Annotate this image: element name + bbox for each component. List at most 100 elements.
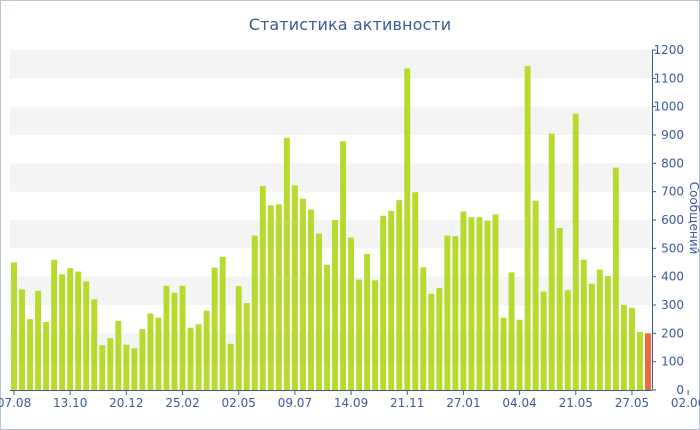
bar xyxy=(195,324,202,390)
bar xyxy=(283,137,290,390)
bar xyxy=(91,299,98,390)
bar xyxy=(307,209,314,390)
bar xyxy=(35,290,42,390)
grid-band xyxy=(10,163,652,192)
bar xyxy=(99,345,106,390)
bar xyxy=(235,286,242,390)
x-tick-label: 14.09 xyxy=(334,396,368,410)
bar xyxy=(340,141,347,390)
grid-band xyxy=(10,276,652,305)
bar xyxy=(468,217,475,390)
x-tick-label: 09.07 xyxy=(278,396,312,410)
y-tick-label: 100 xyxy=(661,355,684,369)
grid-band xyxy=(10,220,652,249)
y-axis-title: Сообщений xyxy=(687,182,700,255)
bar xyxy=(147,313,154,390)
bar xyxy=(540,291,547,390)
bar xyxy=(251,235,258,390)
bar xyxy=(19,289,26,390)
bar xyxy=(27,319,34,390)
y-tick-label: 1200 xyxy=(653,43,684,57)
bar xyxy=(155,317,162,390)
bar xyxy=(187,327,194,390)
bar xyxy=(315,233,322,390)
bar xyxy=(123,344,130,390)
x-tick-label: 02.05 xyxy=(222,396,256,410)
bar xyxy=(636,331,643,390)
bar xyxy=(356,279,363,390)
bar xyxy=(620,305,627,390)
y-tick-label: 800 xyxy=(661,156,684,170)
x-tick-label: 21.05 xyxy=(559,396,593,410)
bar xyxy=(299,198,306,390)
x-tick-label: 02.06 xyxy=(671,396,700,410)
x-tick-label: 13.10 xyxy=(53,396,87,410)
bar xyxy=(564,290,571,390)
grid-bands xyxy=(10,50,652,362)
y-tick-label: 400 xyxy=(661,270,684,284)
grid-band xyxy=(10,333,652,362)
grid-band xyxy=(10,106,652,135)
chart-title: Статистика активности xyxy=(248,15,452,34)
bar xyxy=(267,205,274,390)
bar xyxy=(372,280,379,390)
y-tick-label: 1100 xyxy=(653,71,684,85)
x-tick-label: 27.05 xyxy=(615,396,649,410)
x-tick-label: 07.08 xyxy=(0,396,31,410)
bar xyxy=(59,274,66,390)
bar xyxy=(516,319,523,390)
bar xyxy=(163,285,170,390)
bar xyxy=(645,333,651,390)
bar xyxy=(396,200,403,390)
y-tick-label: 1000 xyxy=(653,100,684,114)
grid-band xyxy=(10,50,652,79)
bars xyxy=(11,66,651,391)
bar xyxy=(524,66,531,391)
y-axis: 0 100 200 300 400 500 600 700 800 900 1000 1100 1200 xyxy=(652,43,684,397)
bar xyxy=(628,307,635,390)
bar xyxy=(332,220,338,390)
bar xyxy=(492,214,499,390)
x-axis: 07.08 13.10 20.12 25.02 02.05 09.07 14.09 21.11… xyxy=(0,390,700,410)
bar xyxy=(348,237,355,390)
bar xyxy=(203,310,210,390)
bar xyxy=(428,293,435,390)
y-tick-label: 600 xyxy=(661,213,684,227)
bar xyxy=(51,259,58,390)
bar xyxy=(404,68,411,391)
bar xyxy=(588,283,595,390)
x-tick-label: 04.04 xyxy=(502,396,536,410)
bar xyxy=(131,348,138,390)
bar xyxy=(324,264,330,390)
bar xyxy=(243,303,250,390)
y-tick-label: 200 xyxy=(661,326,684,340)
bar xyxy=(412,192,419,390)
x-tick-label: 25.02 xyxy=(165,396,199,410)
bar xyxy=(43,322,50,390)
bar xyxy=(436,288,443,390)
bar xyxy=(291,185,298,390)
bar xyxy=(484,220,491,390)
bar xyxy=(11,262,17,390)
bar xyxy=(604,276,611,390)
x-tick-label: 27.01 xyxy=(446,396,480,410)
bar xyxy=(580,259,587,390)
x-tick-label: 20.12 xyxy=(109,396,143,410)
bar xyxy=(452,236,459,390)
bar xyxy=(572,113,579,390)
bar xyxy=(508,272,515,390)
bar xyxy=(107,338,114,390)
bar xyxy=(556,227,563,390)
y-tick-label: 900 xyxy=(661,128,684,142)
bar xyxy=(420,267,427,390)
y-tick-label: 500 xyxy=(661,241,684,255)
bar xyxy=(500,317,507,390)
bar xyxy=(388,210,395,390)
bar xyxy=(219,256,226,390)
bar xyxy=(444,235,451,390)
bar xyxy=(211,267,218,390)
bar xyxy=(67,268,74,390)
bar xyxy=(532,200,539,390)
bar xyxy=(75,271,82,390)
